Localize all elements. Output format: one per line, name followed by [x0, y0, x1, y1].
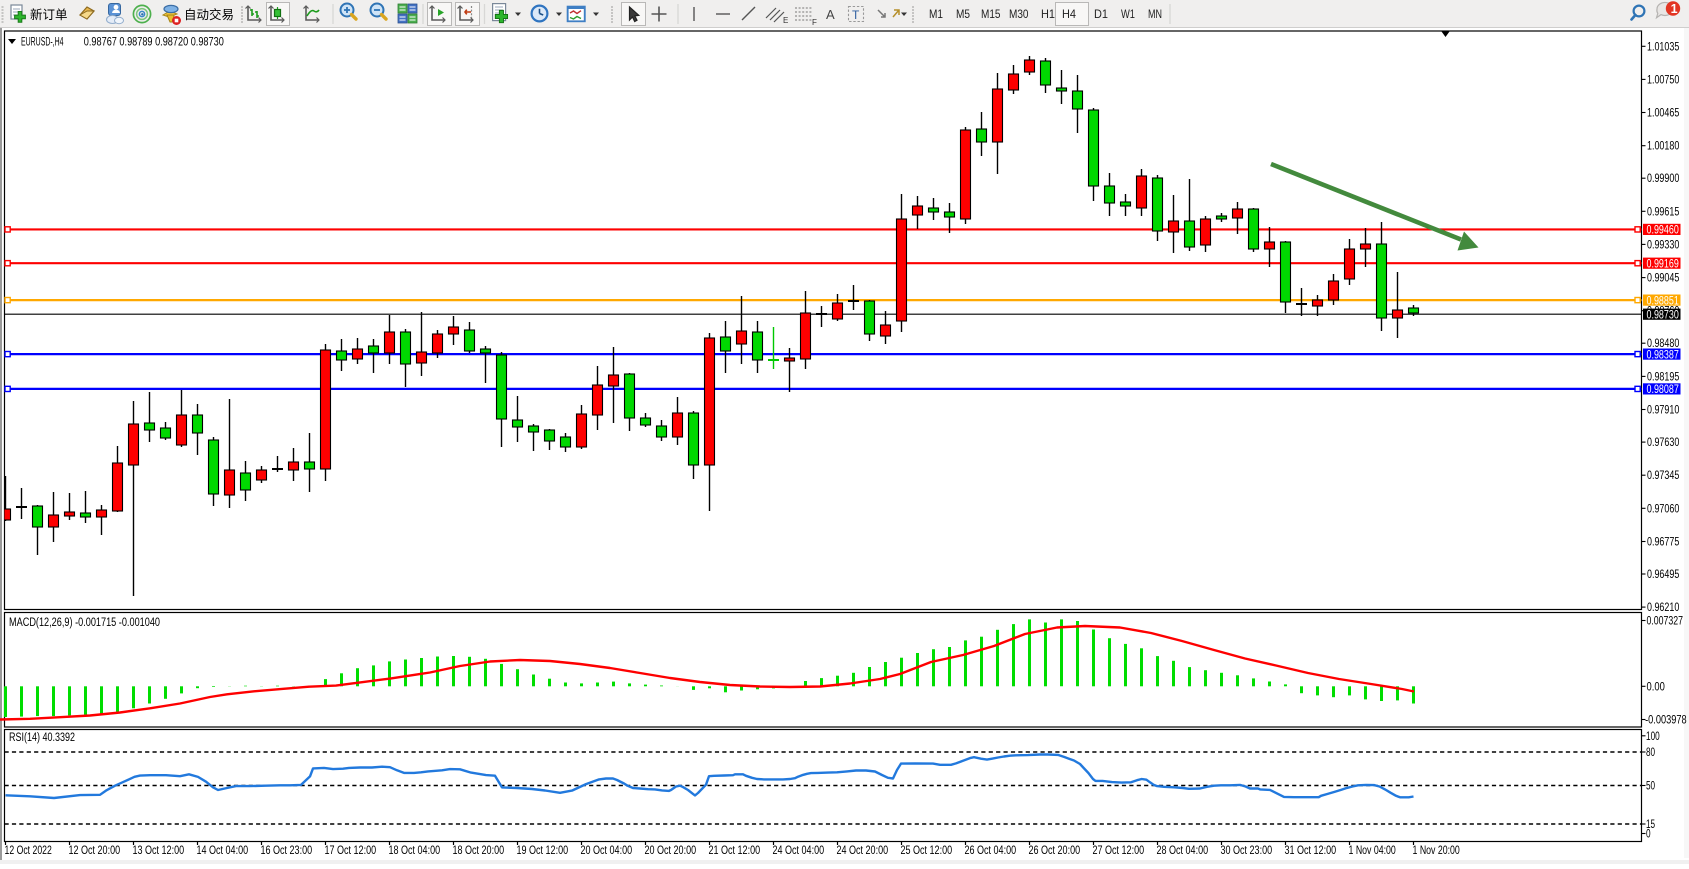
- svg-text:0.99460: 0.99460: [1647, 225, 1679, 237]
- svg-text:1 Nov 20:00: 1 Nov 20:00: [1413, 845, 1460, 857]
- svg-text:21 Oct 12:00: 21 Oct 12:00: [709, 845, 761, 857]
- svg-text:1.00465: 1.00465: [1647, 108, 1679, 120]
- svg-text:1: 1: [1671, 2, 1678, 16]
- svg-text:0.97630: 0.97630: [1647, 437, 1679, 449]
- svg-text:0.99169: 0.99169: [1647, 258, 1679, 270]
- svg-text:15: 15: [1646, 819, 1655, 831]
- svg-text:T: T: [852, 8, 860, 22]
- svg-text:EURUSD-,H4: EURUSD-,H4: [21, 37, 64, 49]
- svg-text:F: F: [812, 18, 817, 27]
- svg-text:H4: H4: [1062, 7, 1076, 21]
- svg-text:0.97060: 0.97060: [1647, 503, 1679, 515]
- svg-text:24 Oct 04:00: 24 Oct 04:00: [773, 845, 825, 857]
- svg-text:0.98387: 0.98387: [1647, 349, 1679, 361]
- svg-text:0.98767 0.98789 0.98720 0.9873: 0.98767 0.98789 0.98720 0.98730: [84, 37, 224, 49]
- svg-text:0.00: 0.00: [1647, 681, 1665, 693]
- svg-text:0.99045: 0.99045: [1647, 273, 1679, 285]
- svg-text:0.007327: 0.007327: [1647, 616, 1684, 628]
- svg-text:1.00180: 1.00180: [1647, 141, 1679, 153]
- svg-text:50: 50: [1646, 781, 1655, 793]
- svg-text:18 Oct 20:00: 18 Oct 20:00: [453, 845, 505, 857]
- svg-text:20 Oct 04:00: 20 Oct 04:00: [581, 845, 633, 857]
- svg-text:0.98195: 0.98195: [1647, 371, 1679, 383]
- svg-text:新订单: 新订单: [30, 7, 68, 22]
- svg-text:80: 80: [1646, 747, 1655, 759]
- svg-text:1.01035: 1.01035: [1647, 41, 1679, 53]
- svg-text:MN: MN: [1148, 7, 1162, 21]
- svg-text:26 Oct 20:00: 26 Oct 20:00: [1029, 845, 1081, 857]
- svg-text:自动交易: 自动交易: [184, 7, 234, 22]
- svg-text:100: 100: [1646, 731, 1660, 743]
- svg-text:0.99330: 0.99330: [1647, 239, 1679, 251]
- svg-text:17 Oct 12:00: 17 Oct 12:00: [325, 845, 377, 857]
- svg-text:M15: M15: [981, 7, 1001, 21]
- svg-text:0.98480: 0.98480: [1647, 338, 1679, 350]
- svg-text:0: 0: [1646, 829, 1651, 841]
- svg-text:14 Oct 04:00: 14 Oct 04:00: [197, 845, 249, 857]
- svg-text:27 Oct 12:00: 27 Oct 12:00: [1093, 845, 1145, 857]
- svg-text:1.00750: 1.00750: [1647, 74, 1679, 86]
- svg-text:18 Oct 04:00: 18 Oct 04:00: [389, 845, 441, 857]
- svg-text:-0.003978: -0.003978: [1645, 715, 1687, 727]
- svg-text:M1: M1: [929, 7, 943, 21]
- svg-text:30 Oct 23:00: 30 Oct 23:00: [1221, 845, 1273, 857]
- svg-text:0.98087: 0.98087: [1647, 384, 1679, 396]
- svg-text:0.98851: 0.98851: [1647, 295, 1679, 307]
- svg-text:MACD(12,26,9) -0.001715 -0.001: MACD(12,26,9) -0.001715 -0.001040: [9, 617, 160, 629]
- svg-text:M5: M5: [956, 7, 970, 21]
- svg-text:H1: H1: [1041, 7, 1055, 21]
- svg-text:0.96210: 0.96210: [1647, 602, 1679, 614]
- svg-text:26 Oct 04:00: 26 Oct 04:00: [965, 845, 1017, 857]
- svg-text:28 Oct 04:00: 28 Oct 04:00: [1157, 845, 1209, 857]
- svg-text:0.96775: 0.96775: [1647, 537, 1679, 549]
- svg-text:20 Oct 20:00: 20 Oct 20:00: [645, 845, 697, 857]
- svg-text:RSI(14) 40.3392: RSI(14) 40.3392: [9, 732, 75, 744]
- svg-text:0.99900: 0.99900: [1647, 173, 1679, 185]
- svg-text:12 Oct 20:00: 12 Oct 20:00: [69, 845, 121, 857]
- svg-text:A: A: [826, 7, 835, 22]
- svg-text:D1: D1: [1094, 7, 1108, 21]
- svg-text:16 Oct 23:00: 16 Oct 23:00: [261, 845, 313, 857]
- svg-text:25 Oct 12:00: 25 Oct 12:00: [901, 845, 953, 857]
- svg-text:M30: M30: [1009, 7, 1029, 21]
- svg-text:0.98730: 0.98730: [1647, 309, 1679, 321]
- svg-text:19 Oct 12:00: 19 Oct 12:00: [517, 845, 569, 857]
- svg-text:24 Oct 20:00: 24 Oct 20:00: [837, 845, 889, 857]
- svg-text:13 Oct 12:00: 13 Oct 12:00: [133, 845, 185, 857]
- svg-text:0.97345: 0.97345: [1647, 470, 1679, 482]
- svg-text:0.96495: 0.96495: [1647, 569, 1679, 581]
- svg-text:31 Oct 12:00: 31 Oct 12:00: [1285, 845, 1337, 857]
- svg-text:0.99615: 0.99615: [1647, 206, 1679, 218]
- svg-text:W1: W1: [1121, 7, 1135, 21]
- svg-text:12 Oct 2022: 12 Oct 2022: [5, 845, 52, 857]
- svg-text:1 Nov 04:00: 1 Nov 04:00: [1349, 845, 1396, 857]
- svg-text:E: E: [783, 16, 788, 25]
- svg-text:0.97910: 0.97910: [1647, 405, 1679, 417]
